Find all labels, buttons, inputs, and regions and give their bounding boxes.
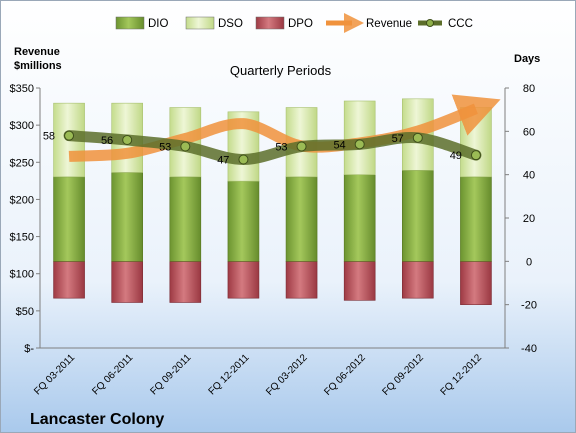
- legend-item-ccc: CCC: [418, 18, 473, 30]
- ccc-point: [412, 132, 423, 143]
- left-tick-label: $300: [10, 120, 34, 132]
- ccc-data-label: 49: [450, 150, 462, 162]
- right-tick-label: 40: [523, 170, 535, 182]
- ccc-data-label: 58: [43, 131, 55, 143]
- svg-text:DPO: DPO: [288, 18, 313, 30]
- ccc-point: [64, 130, 75, 141]
- bar-dpo: [343, 261, 376, 301]
- bar-dio: [53, 176, 85, 262]
- ccc-point: [354, 139, 365, 150]
- left-tick-label: $200: [10, 194, 34, 206]
- ccc-data-label: 54: [333, 139, 345, 151]
- bar-dio: [285, 176, 318, 262]
- right-tick-label: 60: [523, 126, 535, 138]
- right-tick-label: -40: [521, 343, 537, 355]
- left-axis-label: Revenue $millions: [14, 46, 62, 72]
- right-tick-label: 80: [523, 83, 535, 95]
- ccc-data-label: 56: [101, 135, 113, 147]
- bar-dio: [460, 176, 492, 262]
- company-name: Lancaster Colony: [30, 411, 164, 428]
- right-tick-label: 0: [526, 256, 532, 268]
- bar-dio: [402, 170, 434, 262]
- bar-dpo: [402, 261, 434, 299]
- bar-dio: [227, 180, 260, 262]
- legend-item-dio: DIO: [115, 16, 169, 30]
- bar-dio: [343, 174, 376, 262]
- bar-dpo: [285, 261, 318, 299]
- ccc-point: [122, 135, 133, 145]
- svg-text:Revenue: Revenue: [366, 18, 412, 30]
- ccc-data-label: 53: [275, 142, 287, 154]
- bar-dio: [169, 176, 202, 262]
- left-tick-label: $250: [10, 157, 34, 169]
- bar-dpo: [111, 261, 143, 303]
- left-tick-label: $50: [16, 306, 34, 318]
- ccc-data-label: 53: [159, 142, 171, 154]
- left-tick-label: $100: [10, 269, 34, 281]
- right-tick-label: -20: [521, 300, 537, 312]
- right-axis-label: Days: [514, 53, 540, 65]
- svg-text:DIO: DIO: [148, 18, 169, 30]
- axes: [36, 87, 509, 349]
- left-tick-label: $150: [10, 232, 34, 244]
- svg-text:DSO: DSO: [218, 18, 243, 30]
- right-tick-label: 20: [523, 213, 535, 225]
- legend-item-dpo: DPO: [255, 16, 313, 30]
- ccc-point: [470, 150, 481, 161]
- left-tick-label: $-: [24, 343, 34, 355]
- bar-dpo: [53, 261, 85, 299]
- bar-dpo: [169, 261, 202, 303]
- ccc-data-label: 57: [392, 133, 404, 145]
- ccc-point: [238, 154, 249, 165]
- bar-dio: [111, 172, 143, 262]
- chart-title: Quarterly Periods: [230, 63, 332, 78]
- ccc-point: [296, 141, 307, 152]
- left-tick-label: $350: [10, 83, 34, 95]
- bar-dpo: [460, 261, 492, 305]
- svg-text:CCC: CCC: [448, 18, 473, 30]
- bar-dpo: [227, 261, 260, 299]
- legend-item-revenue: Revenue: [326, 13, 412, 33]
- legend-item-dso: DSO: [185, 16, 243, 30]
- ccc-point: [180, 141, 191, 152]
- ccc-data-label: 47: [217, 155, 229, 167]
- legend: DIO DSO DPO Revenue CCC: [115, 13, 473, 33]
